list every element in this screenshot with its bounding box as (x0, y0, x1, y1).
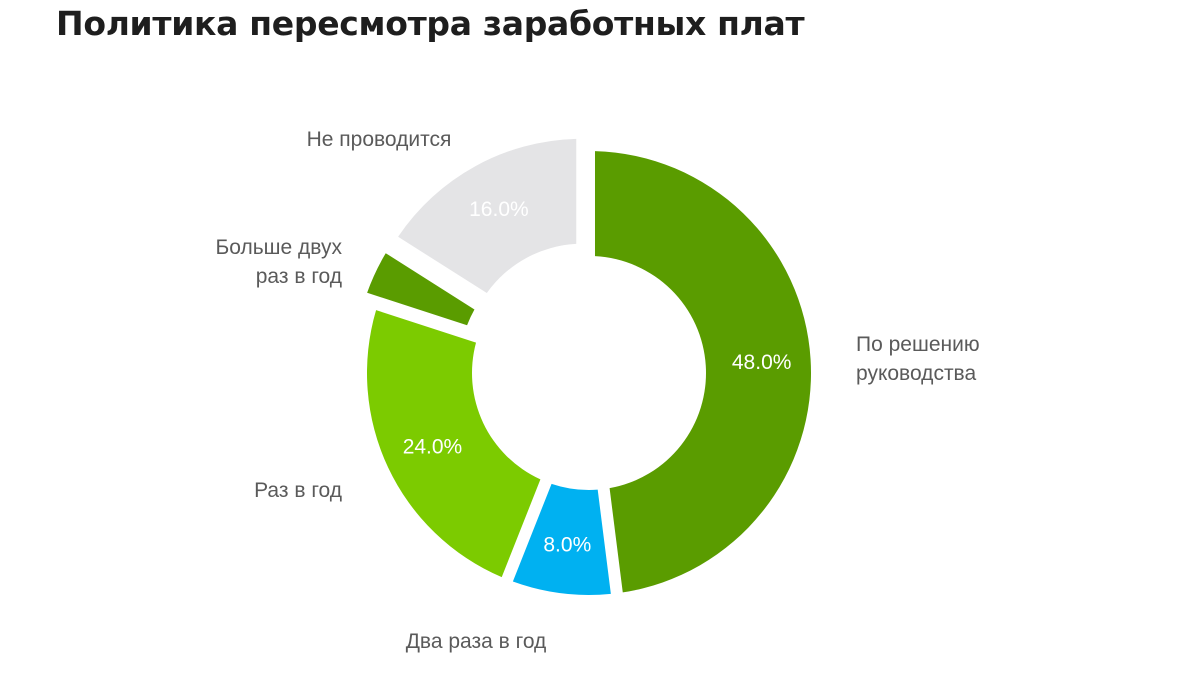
slice-category-label: Раз в год (254, 479, 342, 502)
slice-more-than-twice (367, 253, 475, 326)
slice-category-label: Два раза в год (406, 630, 547, 653)
slice-management-decision (594, 151, 812, 593)
slice-category-label: Не проводится (307, 128, 452, 151)
slice-not-conducted (398, 138, 577, 294)
slice-category-label: По решению руководства (856, 333, 980, 385)
slice-value-label: 24.0% (403, 436, 463, 459)
chart-title: Политика пересмотра заработных плат (56, 4, 805, 43)
slice-value-label: 16.0% (469, 198, 529, 221)
slice-value-label: 8.0% (543, 534, 591, 557)
slice-category-label: Больше двух раз в год (215, 236, 342, 288)
slice-once-a-year (366, 310, 541, 578)
slice-value-label: 48.0% (732, 351, 792, 374)
slice-twice-a-year (512, 483, 611, 595)
